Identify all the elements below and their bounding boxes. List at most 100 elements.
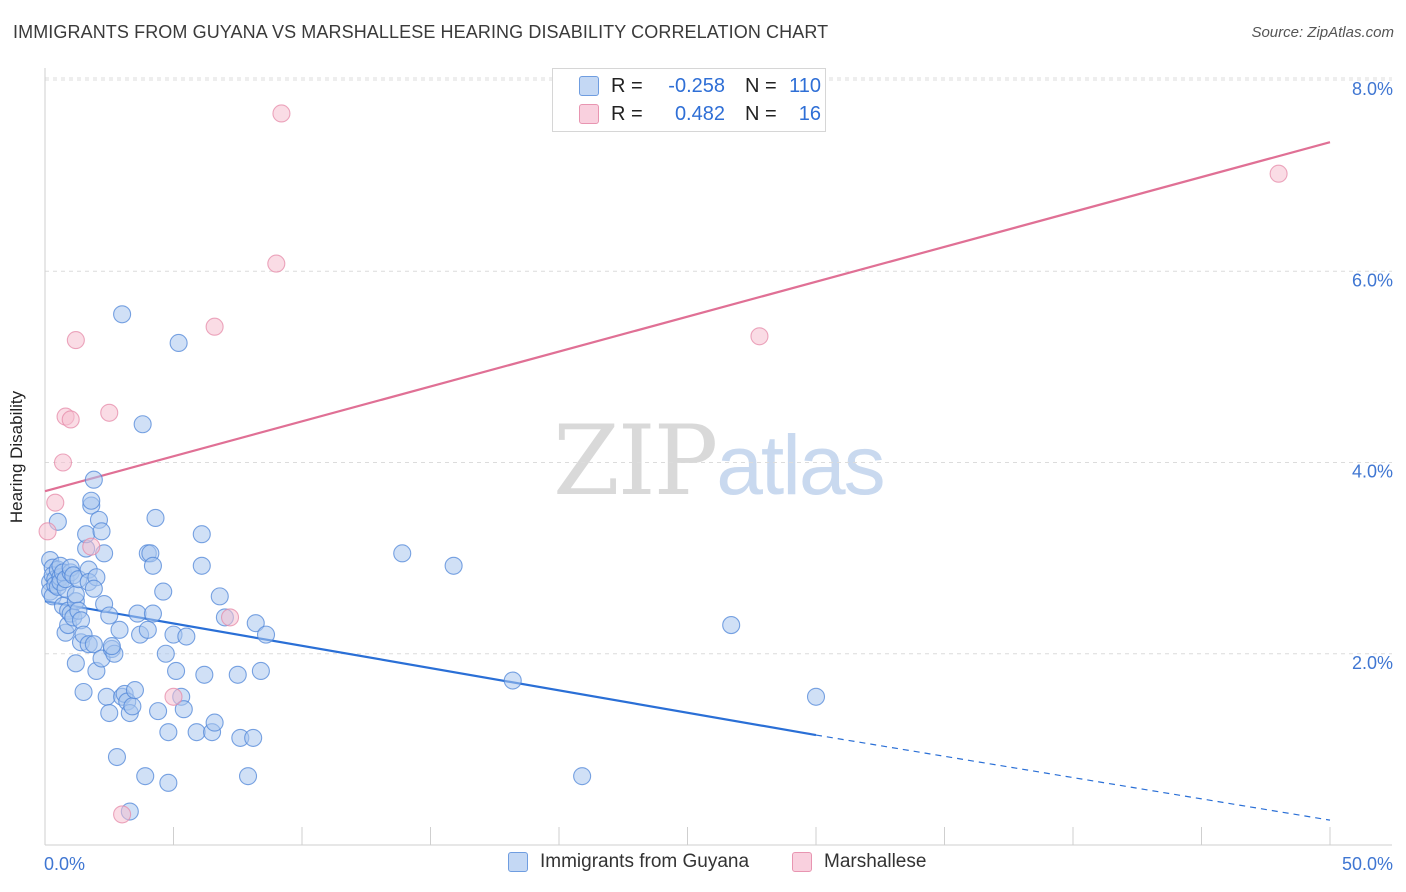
guyana-point — [113, 305, 132, 324]
guyana-point — [84, 579, 103, 598]
guyana-point — [102, 637, 121, 656]
guyana-point — [722, 616, 741, 635]
legend-r-value: -0.258 — [668, 74, 725, 97]
marshallese-point — [164, 687, 183, 706]
legend-row-marshallese: R = 0.482 N = 16 — [579, 101, 821, 127]
guyana-point — [143, 556, 162, 575]
guyana-point — [246, 614, 265, 633]
watermark: ZIPatlas — [553, 405, 886, 517]
gridlines — [45, 77, 1392, 655]
legend-n-label: N = — [745, 74, 777, 97]
x-tick-label: 50.0% — [1342, 854, 1393, 874]
marshallese-point — [82, 537, 101, 556]
marshallese-point — [46, 493, 65, 512]
marshallese-point — [750, 327, 769, 346]
guyana-point — [174, 700, 193, 719]
guyana-point — [192, 525, 211, 544]
guyana-point — [177, 627, 196, 646]
data-points — [38, 104, 1288, 824]
guyana-point — [806, 687, 826, 706]
guyana-point — [244, 728, 263, 747]
guyana-point — [210, 587, 229, 606]
guyana-point — [228, 665, 247, 684]
marshallese-point — [113, 805, 132, 824]
legend-swatch-pink — [579, 104, 599, 124]
watermark-atlas: atlas — [716, 418, 885, 512]
guyana-point — [125, 681, 144, 700]
guyana-point — [167, 661, 186, 681]
watermark-zip: ZIP — [553, 405, 718, 517]
marshallese-point — [272, 104, 291, 123]
marshallese-trendline — [44, 141, 1331, 493]
y-axis-label: Hearing Disability — [7, 390, 26, 524]
legend-label-marshallese: Marshallese — [824, 851, 927, 872]
guyana-point — [238, 767, 258, 786]
guyana-point — [84, 470, 103, 489]
guyana-point — [143, 604, 162, 623]
y-tick-label: 4.0% — [1352, 462, 1393, 482]
marshallese-point — [38, 522, 57, 541]
y-tick-label: 6.0% — [1352, 270, 1393, 290]
trendlines — [44, 141, 1331, 821]
guyana-point — [97, 687, 116, 706]
legend-swatch-blue — [508, 852, 528, 872]
guyana-point — [146, 508, 165, 528]
legend-swatch-pink — [792, 852, 812, 872]
legend-n-value: 110 — [789, 74, 821, 97]
guyana-point — [100, 606, 119, 625]
guyana-point — [169, 333, 188, 353]
guyana-point — [100, 703, 119, 723]
marshallese-point — [61, 410, 80, 429]
y-tick-label: 8.0% — [1352, 79, 1393, 99]
series-legend: Immigrants from Guyana Marshallese — [0, 851, 1406, 877]
x-tick-label: 0.0% — [44, 854, 85, 874]
tick-labels: 2.0% 4.0% 6.0% 8.0% 0.0% 50.0% — [44, 79, 1393, 874]
marshallese-point — [100, 403, 119, 422]
y-tick-label: 2.0% — [1352, 653, 1393, 673]
guyana-point — [159, 723, 178, 742]
guyana-point — [138, 620, 157, 639]
legend-r-label: R = — [611, 74, 643, 97]
legend-label-guyana: Immigrants from Guyana — [540, 851, 750, 872]
guyana-point — [393, 544, 412, 563]
guyana-point — [107, 747, 127, 767]
guyana-point — [195, 665, 214, 684]
legend-row-guyana: R = -0.258 N = 110 — [579, 73, 821, 99]
guyana-point — [503, 671, 522, 690]
guyana-point — [110, 620, 129, 639]
guyana-point — [128, 604, 147, 623]
guyana-trendline — [44, 600, 817, 737]
correlation-legend: R = -0.258 N = 110 R = 0.482 N = 16 — [552, 68, 826, 132]
guyana-point — [159, 773, 178, 792]
guyana-point — [84, 635, 103, 654]
source-credit: Source: ZipAtlas.com — [1251, 24, 1394, 41]
guyana-point — [92, 522, 111, 541]
guyana-point — [205, 713, 224, 732]
legend-r-label: R = — [611, 102, 643, 125]
legend-r-value: 0.482 — [674, 102, 725, 125]
guyana-point — [444, 556, 463, 575]
chart-title: IMMIGRANTS FROM GUYANA VS MARSHALLESE HE… — [13, 22, 829, 42]
guyana-point — [74, 682, 93, 702]
guyana-point — [187, 723, 206, 742]
guyana-point — [82, 491, 101, 510]
guyana-point — [133, 415, 152, 434]
legend-item-guyana[interactable]: Immigrants from Guyana — [508, 851, 749, 873]
guyana-point — [136, 767, 155, 786]
guyana-point — [66, 654, 85, 673]
guyana-point — [149, 702, 168, 721]
guyana-point — [251, 661, 270, 681]
guyana-point — [573, 767, 592, 786]
guyana-trendline-extension — [815, 734, 1331, 821]
guyana-point — [154, 582, 173, 601]
axes — [44, 68, 1392, 846]
guyana-point — [66, 585, 85, 604]
marshallese-point — [267, 254, 286, 273]
guyana-point — [256, 625, 276, 644]
marshallese-point — [205, 317, 224, 336]
legend-swatch-blue — [579, 76, 599, 96]
legend-n-value: 16 — [798, 102, 821, 125]
marshallese-point — [220, 608, 240, 627]
legend-item-marshallese[interactable]: Marshallese — [792, 851, 926, 873]
